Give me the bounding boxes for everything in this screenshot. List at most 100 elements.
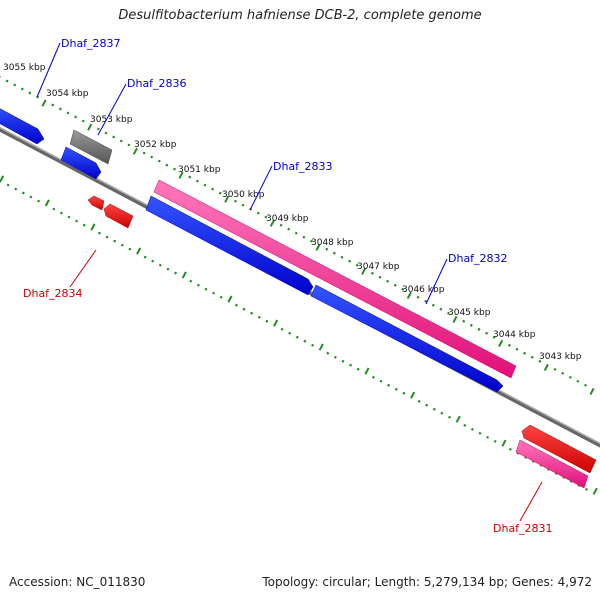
minor-tick bbox=[448, 415, 451, 419]
minor-tick bbox=[97, 231, 101, 235]
minor-tick bbox=[28, 91, 32, 95]
minor-tick bbox=[325, 247, 329, 251]
kbp-label: 3052 kbp bbox=[134, 140, 177, 150]
major-tick bbox=[452, 315, 458, 323]
major-tick bbox=[269, 219, 275, 227]
gene-dhaf-2835[interactable] bbox=[60, 146, 102, 180]
minor-tick bbox=[568, 375, 572, 379]
label-dhaf-2833[interactable]: Dhaf_2833 bbox=[273, 160, 333, 173]
minor-tick bbox=[218, 191, 222, 195]
minor-tick bbox=[393, 283, 397, 287]
kbp-label: 3051 kbp bbox=[178, 165, 221, 175]
minor-tick bbox=[66, 111, 70, 115]
minor-tick bbox=[515, 347, 519, 351]
minor-tick bbox=[584, 383, 587, 387]
minor-tick bbox=[257, 315, 261, 319]
minor-tick bbox=[280, 327, 284, 331]
minor-tick bbox=[29, 195, 33, 199]
leader-dhaf-2837 bbox=[36, 42, 61, 98]
gene-dhaf-2831-red[interactable] bbox=[521, 424, 597, 474]
minor-tick bbox=[470, 427, 474, 431]
kbp-label: 3055 kbp bbox=[3, 63, 46, 73]
gene-dhaf-2834-small[interactable] bbox=[87, 195, 105, 211]
minor-tick bbox=[21, 191, 25, 195]
kbp-labels: 3055 kbp 3054 kbp 3053 kbp 3052 kbp 3051… bbox=[3, 63, 582, 362]
genome-summary-text: Topology: circular; Length: 5,279,134 bp… bbox=[262, 575, 592, 589]
minor-tick bbox=[431, 303, 435, 307]
minor-tick bbox=[349, 363, 353, 367]
minor-tick bbox=[302, 235, 306, 239]
label-dhaf-2834[interactable]: Dhaf_2834 bbox=[23, 287, 83, 300]
major-tick bbox=[501, 439, 507, 447]
minor-tick bbox=[379, 379, 383, 383]
major-tick bbox=[315, 243, 321, 251]
minor-tick bbox=[341, 359, 345, 363]
leader-dhaf-2836 bbox=[97, 83, 127, 136]
minor-tick bbox=[250, 311, 254, 315]
gene-dhaf-2833[interactable] bbox=[153, 179, 517, 379]
major-tick bbox=[364, 367, 370, 375]
minor-tick bbox=[104, 131, 108, 135]
minor-tick bbox=[492, 335, 496, 339]
minor-tick bbox=[394, 387, 398, 391]
gene-dhaf-2834[interactable] bbox=[103, 203, 134, 229]
minor-tick bbox=[311, 343, 315, 347]
minor-tick bbox=[112, 135, 116, 139]
minor-tick bbox=[20, 87, 24, 91]
minor-tick bbox=[386, 279, 390, 283]
minor-tick bbox=[425, 403, 429, 407]
minor-tick bbox=[402, 391, 406, 395]
gene-dhaf-2836[interactable] bbox=[69, 129, 113, 165]
gene-dhaf-2832[interactable] bbox=[310, 284, 504, 393]
minor-tick bbox=[462, 319, 466, 323]
label-dhaf-2832[interactable]: Dhaf_2832 bbox=[448, 252, 508, 265]
minor-tick bbox=[211, 187, 215, 191]
minor-tick bbox=[241, 203, 245, 207]
major-tick bbox=[592, 487, 598, 495]
minor-tick bbox=[424, 299, 428, 303]
kbp-label: 3050 kbp bbox=[222, 190, 265, 200]
minor-tick bbox=[219, 295, 223, 299]
minor-tick bbox=[279, 223, 283, 227]
minor-tick bbox=[303, 339, 307, 343]
major-tick bbox=[589, 387, 595, 396]
major-tick bbox=[410, 391, 416, 399]
minor-tick bbox=[561, 371, 565, 375]
gene-dhaf-2831-pink[interactable] bbox=[515, 439, 589, 489]
minor-tick bbox=[530, 355, 534, 359]
minor-tick bbox=[196, 283, 200, 287]
minor-tick bbox=[477, 327, 481, 331]
kbp-label: 3043 kbp bbox=[539, 352, 582, 362]
minor-tick bbox=[82, 223, 86, 227]
minor-tick bbox=[119, 139, 123, 143]
minor-tick bbox=[340, 255, 344, 259]
minor-tick bbox=[469, 323, 473, 327]
minor-tick bbox=[75, 219, 79, 223]
minor-tick bbox=[52, 207, 56, 211]
kbp-label: 3044 kbp bbox=[493, 330, 536, 340]
minor-tick bbox=[288, 331, 292, 335]
minor-tick bbox=[204, 287, 208, 291]
gene-dhaf-2833-lower[interactable] bbox=[145, 195, 314, 296]
major-tick bbox=[361, 267, 367, 275]
minor-tick bbox=[493, 439, 497, 443]
minor-tick bbox=[576, 379, 580, 383]
minor-tick bbox=[174, 271, 178, 275]
label-dhaf-2837[interactable]: Dhaf_2837 bbox=[61, 37, 121, 50]
label-dhaf-2831[interactable]: Dhaf_2831 bbox=[493, 522, 553, 535]
minor-tick bbox=[166, 267, 170, 271]
major-tick bbox=[90, 223, 96, 231]
kbp-label: 3046 kbp bbox=[402, 285, 445, 295]
major-tick bbox=[273, 319, 279, 327]
major-tick bbox=[136, 247, 142, 255]
minor-tick bbox=[37, 199, 41, 203]
minor-tick bbox=[151, 259, 155, 263]
minor-tick bbox=[440, 411, 444, 415]
minor-tick bbox=[387, 383, 391, 387]
minor-tick bbox=[36, 95, 40, 99]
gene-dhaf-2837[interactable] bbox=[0, 106, 45, 145]
minor-tick bbox=[332, 251, 336, 255]
label-dhaf-2836[interactable]: Dhaf_2836 bbox=[127, 77, 187, 90]
minor-tick bbox=[6, 183, 10, 187]
major-tick bbox=[227, 295, 233, 303]
